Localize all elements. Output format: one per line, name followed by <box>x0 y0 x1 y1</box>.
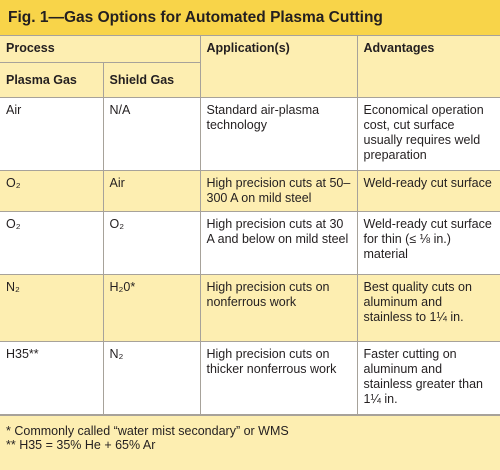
footnote: ** H35 = 35% He + 65% Ar <box>6 438 156 452</box>
table-cell: Economical operation cost, cut surface u… <box>356 97 500 171</box>
table-cell: O₂ <box>0 211 104 275</box>
table-cell: H35** <box>0 341 104 415</box>
table-cell: Weld-ready cut surface for thin (≤ ⅛ in.… <box>356 211 500 275</box>
column-header: Advantages <box>356 35 500 98</box>
table-cell: Air <box>0 97 104 171</box>
table-row: N₂ H₂0* High precision cuts on nonferrous … <box>0 274 500 342</box>
table-cell: Faster cutting on aluminum and stainless… <box>356 341 500 415</box>
figure-title: Fig. 1—Gas Options for Automated Plasma … <box>0 0 500 35</box>
table-cell: High precision cuts on thicker nonferrou… <box>199 341 358 415</box>
gas-table: Process Application(s) Advantages Plasma… <box>0 35 500 415</box>
table-cell: Weld-ready cut surface <box>356 170 500 212</box>
group-header: Process <box>0 35 201 63</box>
table-cell: N/A <box>102 97 201 171</box>
table-cell: N₂ <box>102 341 201 415</box>
table-cell: O₂ <box>102 211 201 275</box>
column-header: Plasma Gas <box>0 62 104 98</box>
column-header: Shield Gas <box>102 62 200 98</box>
table-cell: High precision cuts at 50–300 A on mild … <box>199 170 358 212</box>
table-cell: Air <box>102 170 201 212</box>
table-row: Air N/A Standard air-plasma technology Econ… <box>0 97 500 171</box>
table-cell: H₂0* <box>102 274 201 342</box>
table-row: O₂ Air High precision cuts at 50–300 A on … <box>0 170 500 212</box>
table-body: Air N/A Standard air-plasma technology Econ… <box>0 97 500 415</box>
table-cell: Standard air-plasma technology <box>199 97 358 171</box>
column-header: Application(s) <box>199 35 358 98</box>
footnote: * Commonly called “water mist secondary”… <box>6 424 289 438</box>
footnotes: * Commonly called “water mist secondary”… <box>0 415 500 470</box>
table-row: O₂ O₂ High precision cuts at 30 A and belo… <box>0 211 500 275</box>
table-cell: O₂ <box>0 170 104 212</box>
table-row: H35** N₂ High precision cuts on thicker no… <box>0 341 500 415</box>
table-cell: High precision cuts on nonferrous work <box>199 274 358 342</box>
table-cell: N₂ <box>0 274 104 342</box>
table-cell: Best quality cuts on aluminum and stainl… <box>356 274 500 342</box>
table-cell: High precision cuts at 30 A and below on… <box>199 211 358 275</box>
